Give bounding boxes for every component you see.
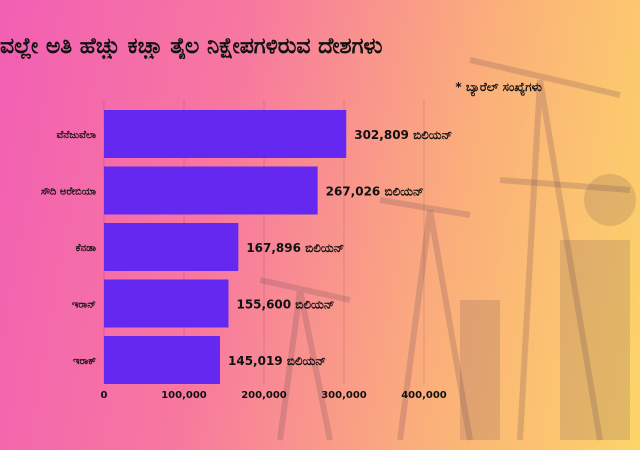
bar-3 bbox=[104, 223, 239, 271]
value-label: 155,600 ಬಿಲಿಯನ್ bbox=[236, 298, 334, 312]
bar-5 bbox=[104, 336, 221, 384]
bar-2 bbox=[104, 166, 318, 215]
category-label: ಇರಾಕ್ bbox=[73, 356, 96, 367]
x-tick-label: 200,000 bbox=[241, 390, 287, 401]
bar-4 bbox=[104, 279, 229, 328]
category-label: ಸೌದಿ ಅರೇಬಿಯಾ bbox=[41, 187, 97, 198]
value-label: 167,896 ಬಿಲಿಯನ್ bbox=[246, 241, 344, 255]
category-label: ಇರಾನ್ bbox=[72, 300, 96, 311]
bar-1 bbox=[104, 110, 347, 158]
x-tick-label: 400,000 bbox=[401, 390, 447, 401]
value-label: 302,809 ಬಿಲಿಯನ್ bbox=[354, 128, 452, 142]
chart-title: ವಲ್ಲೇ ಅತಿ ಹೆಚ್ಚು ಕಚ್ಚಾ ತೈಲ ನಿಕ್ಷೇಪಗಳಿರುವ… bbox=[0, 34, 383, 59]
unit-note: * ಬ್ಯಾರೆಲ್ ಸಂಖ್ಯೆಗಳು bbox=[455, 80, 542, 94]
x-tick-label: 100,000 bbox=[161, 390, 207, 401]
x-tick-label: 0 bbox=[101, 390, 108, 401]
category-label: ವೆನೆಜುವೆಲಾ bbox=[56, 130, 96, 141]
value-label: 267,026 ಬಿಲಿಯನ್ bbox=[326, 185, 424, 199]
x-tick-label: 300,000 bbox=[321, 390, 367, 401]
category-label: ಕೆನಡಾ bbox=[76, 243, 97, 254]
value-label: 145,019 ಬಿಲಿಯನ್ bbox=[228, 354, 326, 368]
